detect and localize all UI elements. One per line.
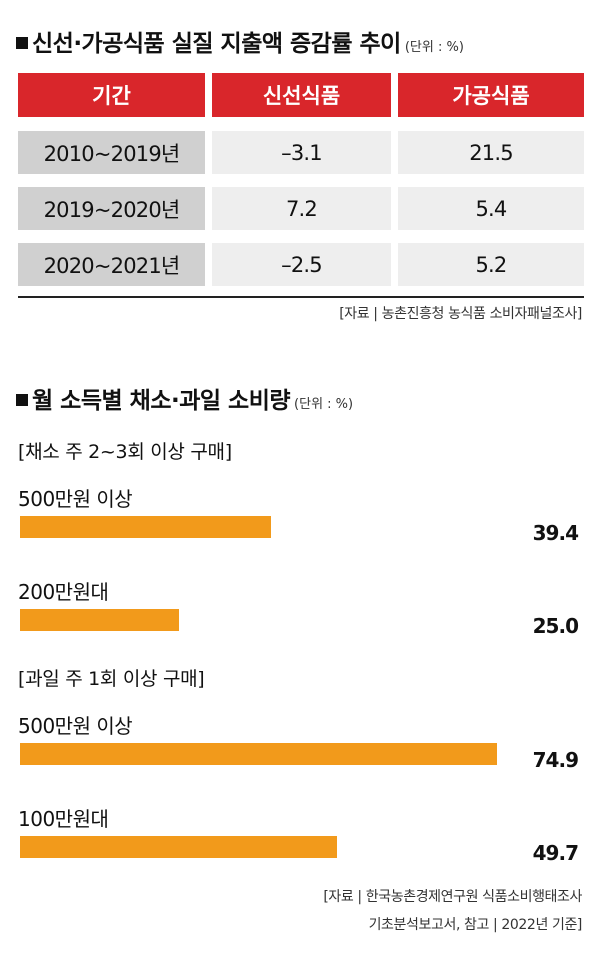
group-label: [채소 주 2~3회 이상 구매]	[18, 441, 232, 463]
bullet-square-icon	[16, 394, 28, 406]
bar	[20, 516, 271, 538]
category-label: 500만원 이상	[18, 714, 133, 738]
bar	[20, 743, 497, 765]
section1-title-text: 신선·가공식품 실질 지출액 증감률 추이	[32, 31, 401, 57]
category-label: 500만원 이상	[18, 487, 133, 511]
category-label: 200만원대	[18, 580, 109, 604]
section1-title: 신선·가공식품 실질 지출액 증감률 추이 (단위 : %)	[16, 24, 464, 58]
row1-fresh: –3.1	[212, 131, 391, 174]
section2-source-line1: [자료 | 한국농촌경제연구원 식품소비행태조사	[323, 889, 582, 905]
section2-title-text: 월 소득별 채소·과일 소비량	[32, 388, 291, 414]
row1-period: 2010~2019년	[18, 131, 205, 174]
header-processed: 가공식품	[398, 73, 584, 117]
row2-period: 2019~2020년	[18, 187, 205, 230]
bar	[20, 836, 337, 858]
section2-source-line2: 기초분석보고서, 참고 | 2022년 기준]	[368, 917, 583, 933]
row2-fresh: 7.2	[212, 187, 391, 230]
section2-unit: (단위 : %)	[294, 397, 354, 412]
section1-unit: (단위 : %)	[404, 40, 464, 55]
section2-title: 월 소득별 채소·과일 소비량 (단위 : %)	[16, 381, 353, 415]
header-period: 기간	[18, 73, 205, 117]
group-label: [과일 주 1회 이상 구매]	[18, 668, 205, 690]
bar	[20, 609, 180, 631]
bar-value-label: 74.9	[532, 748, 579, 772]
row3-processed: 5.2	[398, 243, 584, 286]
row1-processed: 21.5	[398, 131, 584, 174]
bar-value-label: 25.0	[532, 614, 579, 638]
row3-period: 2020~2021년	[18, 243, 205, 286]
bar-value-label: 39.4	[532, 521, 579, 545]
row2-processed: 5.4	[398, 187, 584, 230]
expenditure-table: 기간 신선식품 가공식품 2010~2019년 –3.1 21.5 2019~2…	[18, 73, 584, 298]
row3-fresh: –2.5	[212, 243, 391, 286]
section1-source: [자료 | 농촌진흥청 농식품 소비자패널조사]	[339, 306, 582, 322]
bar-value-label: 49.7	[532, 841, 579, 865]
category-label: 100만원대	[18, 807, 109, 831]
header-fresh: 신선식품	[212, 73, 391, 117]
bullet-square-icon	[16, 37, 28, 49]
